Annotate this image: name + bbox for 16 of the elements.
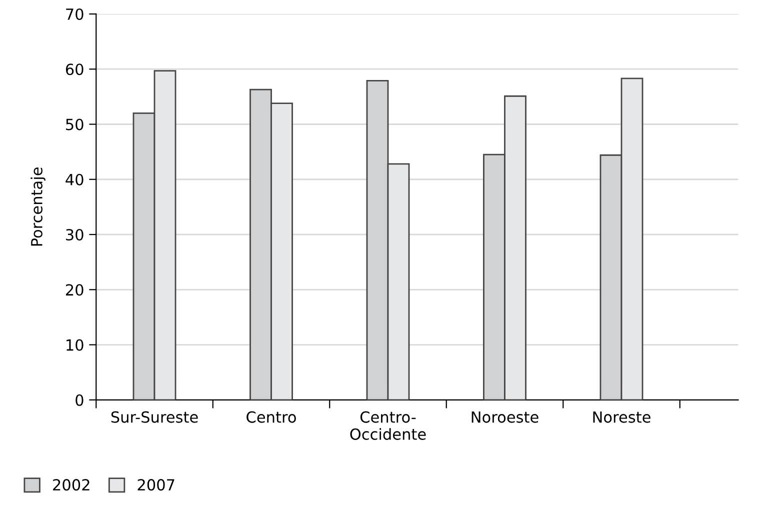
y-axis-title: Porcentaje [30,168,46,246]
x-tick-label: Centro- Occidente [350,411,426,440]
x-tick-label: Centro [246,411,296,423]
y-tick-label: 10 [66,339,84,351]
y-tick-label: 50 [66,118,84,130]
x-tick-label: Noreste [593,411,650,423]
y-tick-label: 40 [66,174,84,186]
y-tick-label: 20 [66,284,84,296]
legend-label: 2007 [138,479,174,491]
x-tick-label: Sur-Sureste [111,411,198,423]
y-tick-label: 30 [66,228,84,241]
y-tick-label: 70 [66,8,84,20]
legend-label: 2002 [53,479,90,491]
y-tick-label: 60 [66,64,84,76]
x-tick-label: Noroeste [472,411,538,423]
y-tick-label: 0 [76,394,84,406]
